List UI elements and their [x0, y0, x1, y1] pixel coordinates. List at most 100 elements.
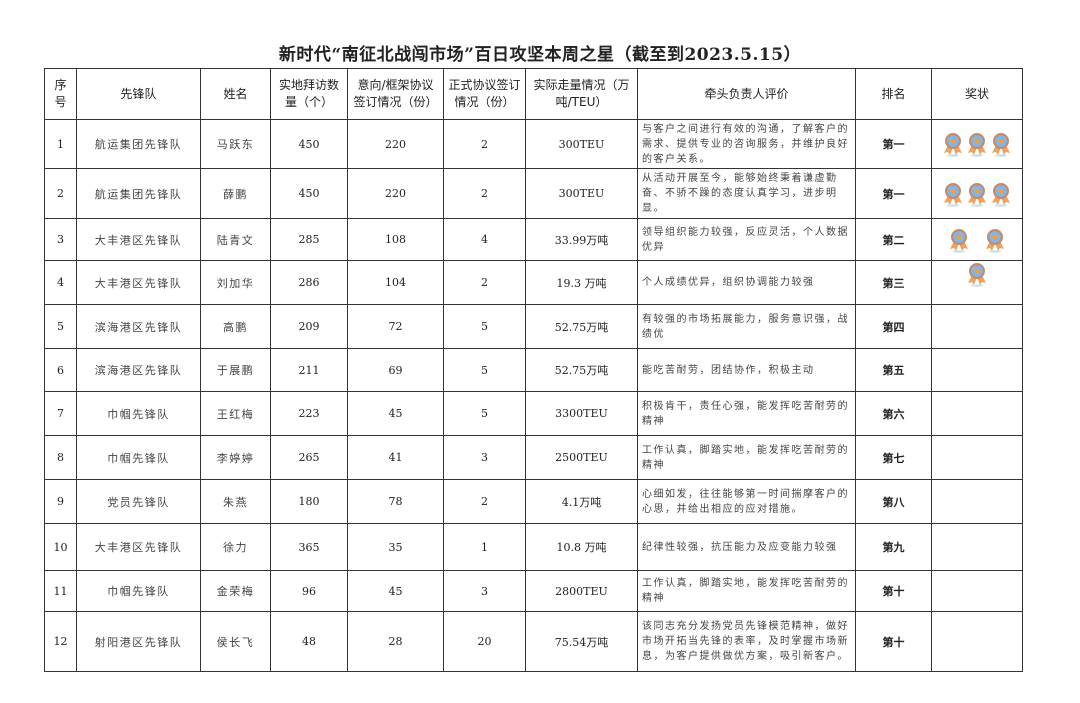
row-no: 8	[44, 435, 77, 480]
volume-cell: 52.75万吨	[525, 348, 638, 392]
name-cell: 薛鹏	[200, 168, 271, 219]
eval-cell: 从活动开展至今，能够始终秉着谦虚勤奋、不骄不躁的态度认真学习，进步明显。	[637, 168, 856, 219]
team-cell: 滨海港区先锋队	[76, 304, 201, 349]
rank-cell: 第四	[855, 304, 932, 349]
name-cell: 朱燕	[200, 479, 271, 524]
team-cell: 大丰港区先锋队	[76, 218, 201, 261]
table-row: 6 滨海港区先锋队 于展鹏 211 69 5 52.75万吨 能吃苦耐劳，团结协作，积极主动第…	[44, 348, 1023, 392]
row-no: 3	[44, 218, 77, 261]
formal-cell: 3	[443, 570, 526, 612]
name-cell: 马跃东	[200, 119, 271, 169]
eval-cell: 积极肯干，责任心强，能发挥吃苦耐劳的精神	[637, 391, 856, 436]
rank-cell: 第三	[855, 260, 932, 305]
visits-cell: 286	[270, 260, 348, 305]
medal-icon	[943, 131, 963, 157]
table-row: 2 航运集团先锋队 薛鹏 450 220 2 300TEU 从活动开展至今，能够始终秉着谦虚勤…	[44, 168, 1023, 219]
team-cell: 航运集团先锋队	[76, 168, 201, 219]
header-formal: 正式协议签订情况（份）	[443, 68, 526, 120]
medal-icon	[967, 131, 987, 157]
row-no: 4	[44, 260, 77, 305]
eval-cell: 工作认真，脚踏实地，能发挥吃苦耐劳的精神	[637, 570, 856, 612]
table-row: 9 党员先锋队 朱燕 180 78 2 4.1万吨 心细如发，往往能够第一时间揣摩客户的心思，…	[44, 479, 1023, 524]
award-cell	[931, 479, 1023, 524]
medal-icon	[985, 227, 1005, 253]
award-cell	[931, 435, 1023, 480]
rank-cell: 第一	[855, 119, 932, 169]
volume-cell: 3300TEU	[525, 391, 638, 436]
name-cell: 王红梅	[200, 391, 271, 436]
header-no: 序号	[44, 68, 77, 120]
eval-cell: 工作认真，脚踏实地，能发挥吃苦耐劳的精神	[637, 435, 856, 480]
name-cell: 金荣梅	[200, 570, 271, 612]
award-cell	[931, 348, 1023, 392]
team-cell: 大丰港区先锋队	[76, 260, 201, 305]
table-row: 7 巾帼先锋队 王红梅 223 45 5 3300TEU 积极肯干，责任心强，能发挥吃苦耐劳的…	[44, 391, 1023, 436]
award-cell	[931, 611, 1023, 672]
medal-icon	[991, 131, 1011, 157]
intent-cell: 69	[347, 348, 444, 392]
volume-cell: 300TEU	[525, 168, 638, 219]
header-award: 奖状	[931, 68, 1023, 120]
name-cell: 侯长飞	[200, 611, 271, 672]
intent-cell: 220	[347, 119, 444, 169]
visits-cell: 180	[270, 479, 348, 524]
award-cell	[931, 218, 1023, 261]
eval-cell: 能吃苦耐劳，团结协作，积极主动	[637, 348, 856, 392]
medal-icon	[967, 181, 987, 207]
volume-cell: 75.54万吨	[525, 611, 638, 672]
eval-cell: 与客户之间进行有效的沟通，了解客户的需求、提供专业的咨询服务，并维护良好的客户关…	[637, 119, 856, 169]
intent-cell: 108	[347, 218, 444, 261]
volume-cell: 2500TEU	[525, 435, 638, 480]
row-no: 9	[44, 479, 77, 524]
intent-cell: 220	[347, 168, 444, 219]
name-cell: 刘加华	[200, 260, 271, 305]
medal-icon	[943, 181, 963, 207]
name-cell: 陆青文	[200, 218, 271, 261]
header-name: 姓名	[200, 68, 271, 120]
intent-cell: 41	[347, 435, 444, 480]
visits-cell: 211	[270, 348, 348, 392]
intent-cell: 45	[347, 570, 444, 612]
rank-cell: 第十	[855, 570, 932, 612]
visits-cell: 285	[270, 218, 348, 261]
intent-cell: 35	[347, 523, 444, 571]
table-row: 3 大丰港区先锋队 陆青文 285 108 4 33.99万吨 领导组织能力较强，反应灵活，个…	[44, 218, 1023, 261]
formal-cell: 2	[443, 479, 526, 524]
team-cell: 巾帼先锋队	[76, 570, 201, 612]
volume-cell: 19.3 万吨	[525, 260, 638, 305]
table-row: 4 大丰港区先锋队 刘加华 286 104 2 19.3 万吨 个人成绩优异，组织协调能力较强…	[44, 260, 1023, 305]
row-no: 6	[44, 348, 77, 392]
intent-cell: 45	[347, 391, 444, 436]
rank-cell: 第八	[855, 479, 932, 524]
row-no: 11	[44, 570, 77, 612]
award-cell	[931, 523, 1023, 571]
eval-cell: 纪律性较强，抗压能力及应变能力较强	[637, 523, 856, 571]
header-team: 先锋队	[76, 68, 201, 120]
team-cell: 巾帼先锋队	[76, 435, 201, 480]
table-row: 12 射阳港区先锋队 侯长飞 48 28 20 75.54万吨 该同志充分发扬党员先锋模范精神…	[44, 611, 1023, 672]
rank-cell: 第五	[855, 348, 932, 392]
visits-cell: 48	[270, 611, 348, 672]
visits-cell: 209	[270, 304, 348, 349]
row-no: 5	[44, 304, 77, 349]
formal-cell: 2	[443, 168, 526, 219]
header-visits: 实地拜访数量（个）	[270, 68, 348, 120]
row-no: 7	[44, 391, 77, 436]
award-cell	[931, 304, 1023, 349]
visits-cell: 450	[270, 168, 348, 219]
formal-cell: 5	[443, 304, 526, 349]
table-row: 1 航运集团先锋队 马跃东 450 220 2 300TEU 与客户之间进行有效的沟通，了解客…	[44, 119, 1023, 169]
medal-icon	[949, 227, 969, 253]
table-row: 8 巾帼先锋队 李婷婷 265 41 3 2500TEU 工作认真，脚踏实地，能发挥吃苦耐劳的…	[44, 435, 1023, 480]
award-cell	[931, 260, 1023, 305]
name-cell: 李婷婷	[200, 435, 271, 480]
intent-cell: 78	[347, 479, 444, 524]
header-rank: 排名	[855, 68, 932, 120]
table-row: 10 大丰港区先锋队 徐力 365 35 1 10.8 万吨 纪律性较强，抗压能力及应变能力较…	[44, 523, 1023, 571]
name-cell: 于展鹏	[200, 348, 271, 392]
formal-cell: 2	[443, 119, 526, 169]
volume-cell: 300TEU	[525, 119, 638, 169]
formal-cell: 1	[443, 523, 526, 571]
header-eval: 牵头负责人评价	[637, 68, 856, 120]
eval-cell: 领导组织能力较强，反应灵活，个人数据优异	[637, 218, 856, 261]
